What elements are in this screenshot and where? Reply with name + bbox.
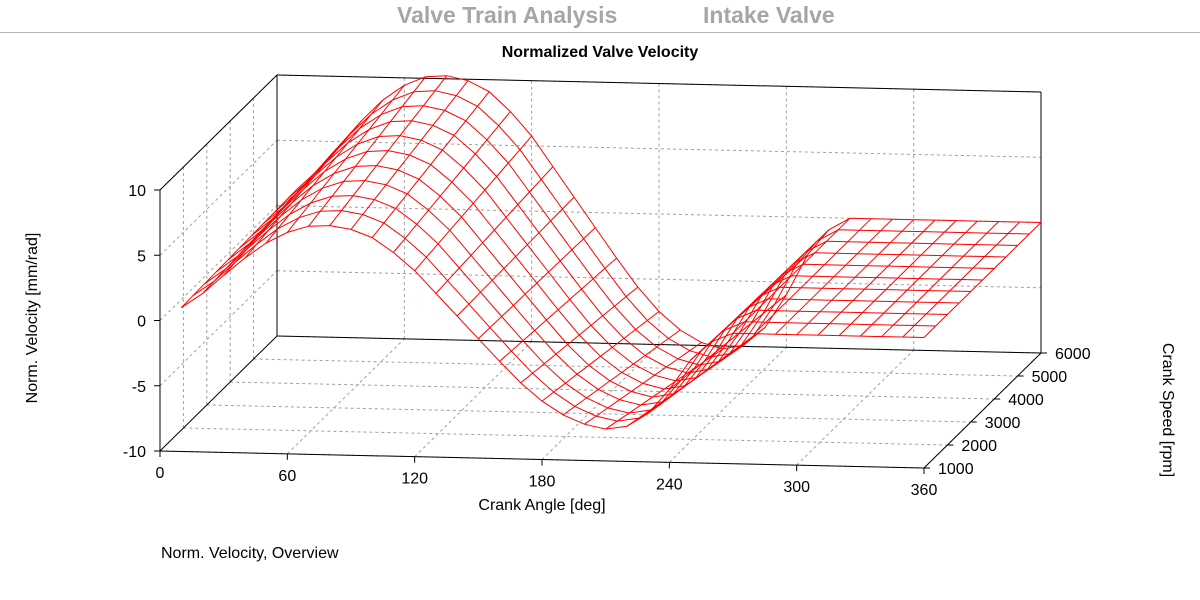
surface-line-angle (477, 227, 596, 340)
surface-line-speed (286, 90, 1030, 358)
z-tick-label: 0 (137, 314, 146, 331)
surface-line-angle (435, 166, 554, 294)
surface-line-speed (216, 180, 960, 406)
surface-line-angle (371, 91, 490, 238)
surface-line-speed (204, 195, 948, 414)
grid-line (230, 381, 995, 400)
surface-line-angle (923, 222, 1042, 338)
valve-name: Intake Valve (703, 2, 835, 28)
surface-line-angle (265, 99, 384, 244)
report-title: Valve Train Analysis (397, 2, 618, 28)
grid-line (796, 349, 915, 466)
report-header: Valve Train Analysis Intake Valve (0, 0, 1200, 33)
surface-line-angle (711, 229, 830, 343)
y-tick-label: 5000 (1032, 369, 1068, 386)
surface-line-angle (881, 221, 999, 337)
z-tick-label: -5 (132, 379, 146, 396)
z-axis-label: Norm. Velocity [mm/rad] (24, 233, 41, 404)
surface-line-angle (414, 135, 533, 272)
x-tick-label: 180 (529, 474, 556, 491)
x-tick-label: 360 (911, 482, 938, 499)
velocity-surface (180, 75, 1042, 430)
surface-line-angle (393, 111, 511, 253)
surface-line-angle (499, 257, 617, 362)
figure-caption: Norm. Velocity, Overview (161, 545, 339, 562)
x-tick-label: 120 (401, 471, 428, 488)
grid-line (183, 427, 948, 446)
x-tick-label: 0 (156, 465, 165, 482)
grid-line (276, 270, 1042, 289)
surface-line-angle (647, 326, 766, 414)
grid-line (541, 344, 660, 460)
z-tick-label: 10 (128, 183, 146, 200)
grid-line (206, 404, 971, 423)
x-tick-label: 240 (656, 476, 683, 493)
axis-frame-line (923, 352, 1042, 469)
grid-line (159, 270, 278, 387)
surface-line-angle (817, 219, 936, 336)
surface-line-angle (350, 80, 469, 230)
surface-line-speed (297, 75, 1042, 350)
surface-line-speed (262, 120, 1006, 374)
surface-line-angle (690, 254, 808, 361)
surface-line-angle (796, 219, 915, 336)
y-tick-label: 2000 (961, 438, 997, 455)
z-tick-label: -10 (123, 444, 146, 461)
axis-frame-line (276, 74, 1042, 93)
surface-line-angle (180, 187, 299, 309)
grid-line (276, 139, 1042, 158)
surface-line-angle (286, 84, 405, 233)
grid-line (286, 338, 405, 455)
axis-frame-line (159, 335, 278, 452)
chart-title: Normalized Valve Velocity (502, 44, 699, 61)
y-tick-label: 4000 (1008, 392, 1044, 409)
axis-frame-line (276, 335, 1042, 354)
y-tick-label: 1000 (938, 461, 974, 478)
surface-line-speed (227, 165, 971, 398)
surface-line-speed (274, 105, 1018, 366)
surface-line-angle (838, 220, 957, 336)
grid-lines (159, 74, 1042, 469)
tick-labels: 0 60 120 180 240 300 360 10 5 0 -5 -10 1000 2000 3000 4… (123, 183, 1091, 499)
surface-line-angle (753, 218, 872, 335)
axis-frame-line (159, 74, 278, 191)
surface-line-speed (251, 135, 995, 382)
y-tick-label: 6000 (1055, 346, 1091, 363)
surface-line-speed (239, 150, 983, 390)
surface-line-angle (732, 217, 851, 334)
z-tick-label: 5 (137, 248, 146, 265)
x-tick-label: 300 (783, 479, 810, 496)
grid-line (414, 341, 533, 458)
grid-line (253, 358, 1018, 377)
surface-line-angle (584, 342, 702, 425)
surface-line-angle (244, 119, 363, 259)
x-axis-label: Crank Angle [deg] (478, 497, 605, 514)
surface-line-speed (180, 225, 925, 430)
surface-line-angle (902, 221, 1021, 338)
axes (159, 74, 1042, 469)
y-axis-label: Crank Speed [rpm] (1159, 343, 1176, 477)
grid-line (159, 205, 278, 321)
surface-line-angle (329, 75, 448, 226)
y-tick-label: 3000 (985, 415, 1021, 432)
surface-line-angle (223, 143, 342, 276)
surface-line-speed (192, 210, 936, 422)
surface-line-angle (308, 76, 426, 227)
surface-line-angle (562, 329, 681, 416)
surface-line-angle (859, 220, 978, 337)
surface-line-angle (520, 286, 639, 384)
surface-line-angle (775, 218, 893, 335)
surface-line-angle (456, 196, 575, 317)
x-tick-label: 60 (278, 468, 296, 485)
surface-line-angle (668, 294, 787, 390)
surface-line-angle (541, 311, 660, 402)
